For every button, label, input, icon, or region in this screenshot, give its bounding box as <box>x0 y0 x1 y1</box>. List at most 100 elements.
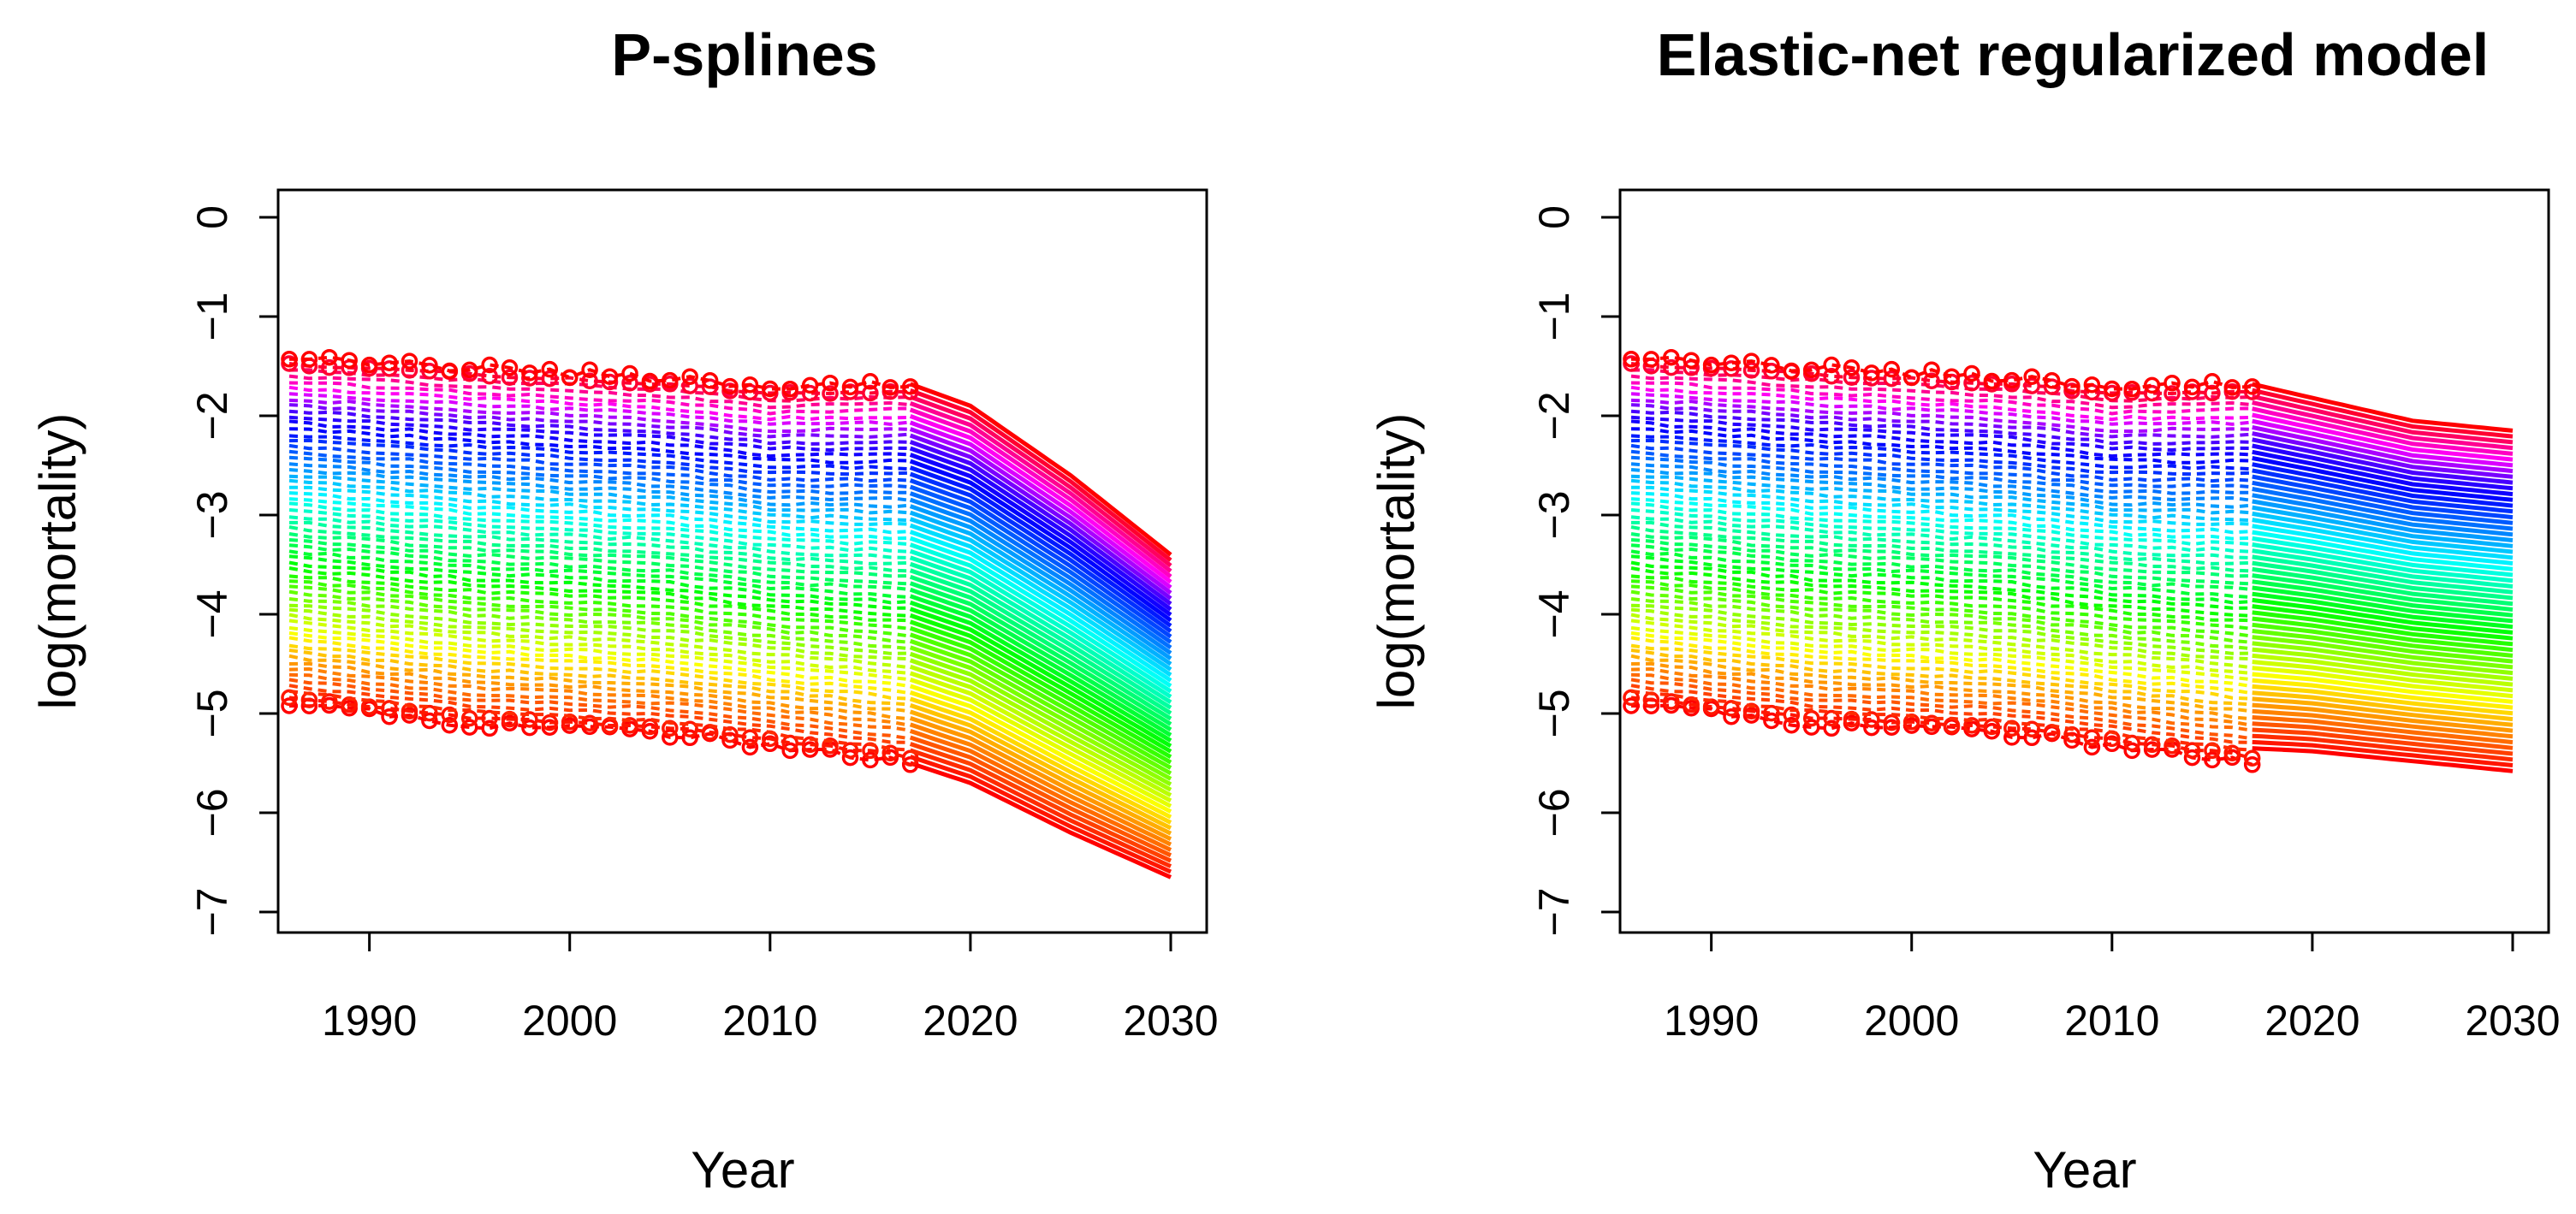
x-axis: 1990 2000 2010 2020 2030 <box>322 931 1219 1045</box>
series-39 <box>288 478 1172 672</box>
forecast-line <box>2252 480 2514 525</box>
series-48 <box>1630 427 2514 502</box>
observed-line <box>288 625 911 682</box>
observed-line <box>288 643 911 701</box>
data-point <box>1963 374 1980 392</box>
forecast-line <box>2252 739 2514 767</box>
series-16 <box>1630 613 2514 687</box>
series-21 <box>288 584 1172 770</box>
observed-line <box>288 603 911 655</box>
series-37 <box>1630 491 2514 566</box>
forecast-line <box>909 561 1172 710</box>
forecast-line <box>2252 554 2514 595</box>
forecast-line <box>909 523 1172 678</box>
forecast-line <box>2252 573 2514 612</box>
data-point <box>1823 720 1840 737</box>
observed-line <box>1630 661 2253 721</box>
observed-line <box>288 427 911 465</box>
observed-line <box>1630 392 2253 426</box>
data-point <box>521 364 538 382</box>
observed-line <box>1630 474 2253 515</box>
observed-line <box>1630 678 2253 741</box>
series-27 <box>1630 549 2514 624</box>
observed-line <box>1630 543 2253 591</box>
series-layer <box>1623 348 2514 773</box>
series-52 <box>1630 403 2514 479</box>
data-point <box>2023 368 2040 385</box>
data-point <box>1663 348 1680 366</box>
observed-line <box>1630 549 2253 600</box>
data-point <box>581 714 598 731</box>
y-tick-label: −1 <box>188 292 236 341</box>
data-point <box>1763 363 1780 380</box>
data-point <box>822 385 839 402</box>
observed-line <box>288 449 911 489</box>
series-13 <box>288 631 1172 814</box>
series-14 <box>1630 625 2514 699</box>
data-point <box>441 706 459 724</box>
observed-line <box>288 661 911 721</box>
forecast-line <box>909 478 1172 639</box>
series-25 <box>288 560 1172 749</box>
forecast-line <box>2252 566 2514 607</box>
data-point <box>2023 720 2040 737</box>
data-point <box>481 356 498 374</box>
data-point <box>781 380 798 398</box>
series-24 <box>288 566 1172 754</box>
forecast-line <box>909 394 1172 568</box>
forecast-line <box>2252 542 2514 583</box>
forecast-line <box>909 407 1172 578</box>
data-point <box>1723 708 1740 725</box>
series-53 <box>288 398 1172 595</box>
forecast-line <box>909 613 1172 754</box>
data-point <box>2043 372 2061 389</box>
observed-line <box>288 584 911 638</box>
series-11 <box>1630 643 2514 716</box>
series-47 <box>288 434 1172 628</box>
forecast-line <box>2252 431 2514 479</box>
forecast-line <box>909 517 1172 672</box>
data-point <box>822 737 839 755</box>
forecast-line <box>2252 660 2514 693</box>
data-point <box>300 351 318 368</box>
series-18 <box>288 603 1172 786</box>
panel-elastic-net: Elastic-net regularized model 1990 2000 20… <box>1368 21 2561 1199</box>
observed-line <box>288 549 911 600</box>
series-54 <box>1630 392 2514 468</box>
observed-line <box>288 403 911 439</box>
forecast-line <box>2252 690 2514 722</box>
forecast-line <box>909 471 1172 633</box>
data-point <box>781 734 798 752</box>
y-axis: 0 −1 −2 −3 −4 −5 −6 −7 <box>188 205 278 937</box>
observed-line <box>1630 589 2253 644</box>
observed-line <box>288 538 911 586</box>
observed-line <box>288 443 911 483</box>
x-tick-label: 1990 <box>322 997 417 1045</box>
observed-line <box>288 619 911 675</box>
observed-line <box>288 501 911 547</box>
data-point <box>1683 352 1700 369</box>
data-point <box>1923 714 1940 731</box>
data-point <box>381 708 398 725</box>
observed-line <box>1630 654 2253 714</box>
series-42 <box>1630 462 2514 537</box>
data-point <box>822 374 839 392</box>
series-43 <box>1630 455 2514 531</box>
observed-line <box>288 543 911 591</box>
data-point <box>1723 354 1740 371</box>
observed-line <box>288 525 911 573</box>
y-tick-label: −2 <box>1530 391 1578 440</box>
series-32 <box>289 520 1172 710</box>
y-tick-label: −7 <box>188 887 236 936</box>
observed-line <box>1630 478 2253 523</box>
series-16 <box>288 613 1172 797</box>
forecast-line <box>2252 641 2514 676</box>
data-point <box>360 356 378 374</box>
data-point <box>2243 756 2261 773</box>
forecast-line <box>909 484 1172 644</box>
data-point <box>1802 719 1820 736</box>
forecast-line <box>909 510 1172 666</box>
observed-line <box>1630 501 2253 547</box>
observed-line <box>288 696 911 761</box>
